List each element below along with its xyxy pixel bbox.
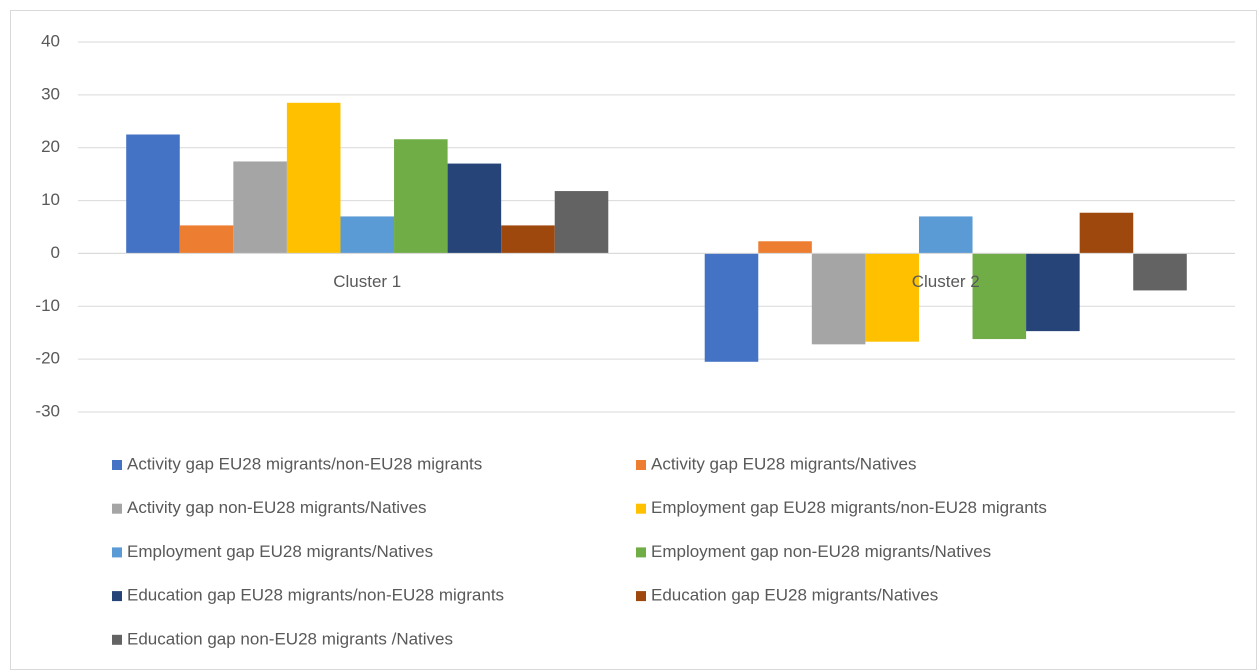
legend-label: Education gap non-EU28 migrants /Natives: [127, 629, 453, 648]
bar: [340, 216, 395, 254]
legend-label: Activity gap EU28 migrants/Natives: [651, 454, 917, 473]
legend-label: Activity gap non-EU28 migrants/Natives: [127, 498, 427, 517]
chart-border: [10, 10, 1257, 670]
bar: [447, 163, 502, 254]
bar: [865, 253, 919, 342]
bar: [758, 241, 812, 254]
bar: [972, 253, 1027, 340]
legend-label: Activity gap EU28 migrants/non-EU28 migr…: [127, 454, 482, 473]
bar: [1079, 212, 1134, 254]
legend-swatch: [112, 460, 122, 470]
legend-label: Employment gap EU28 migrants/non-EU28 mi…: [651, 498, 1047, 517]
bar: [1026, 253, 1080, 332]
y-tick-label: 30: [41, 84, 60, 103]
legend-swatch: [636, 503, 646, 514]
legend-swatch: [112, 591, 122, 602]
legend-swatch: [636, 547, 646, 558]
bar: [501, 225, 555, 254]
y-tick-label: -10: [35, 296, 60, 315]
x-tick-label: Cluster 1: [333, 272, 401, 291]
bar: [554, 191, 609, 254]
y-tick-label: 40: [41, 31, 60, 50]
bar: [918, 216, 973, 254]
bar: [811, 253, 866, 345]
legend-label: Education gap EU28 migrants/non-EU28 mig…: [127, 586, 504, 605]
legend-swatch: [636, 591, 646, 602]
legend-label: Employment gap non-EU28 migrants/Natives: [651, 542, 991, 561]
bar: [126, 134, 180, 254]
legend-label: Employment gap EU28 migrants/Natives: [127, 542, 433, 561]
legend-swatch: [112, 634, 122, 645]
bar: [179, 225, 234, 254]
bar: [1133, 253, 1187, 291]
bar: [233, 161, 287, 254]
y-tick-label: 20: [41, 137, 60, 156]
y-tick-label: -20: [35, 349, 60, 368]
y-tick-label: 10: [41, 190, 60, 209]
legend-swatch: [112, 547, 122, 558]
legend-label: Education gap EU28 migrants/Natives: [651, 586, 938, 605]
bar: [394, 139, 448, 254]
bar: [286, 102, 341, 254]
y-tick-label: -30: [35, 401, 60, 420]
legend-swatch: [112, 503, 122, 514]
legend-swatch: [636, 460, 646, 470]
x-tick-label: Cluster 2: [912, 272, 980, 291]
y-tick-label: 0: [51, 243, 60, 262]
bar: [704, 253, 759, 362]
